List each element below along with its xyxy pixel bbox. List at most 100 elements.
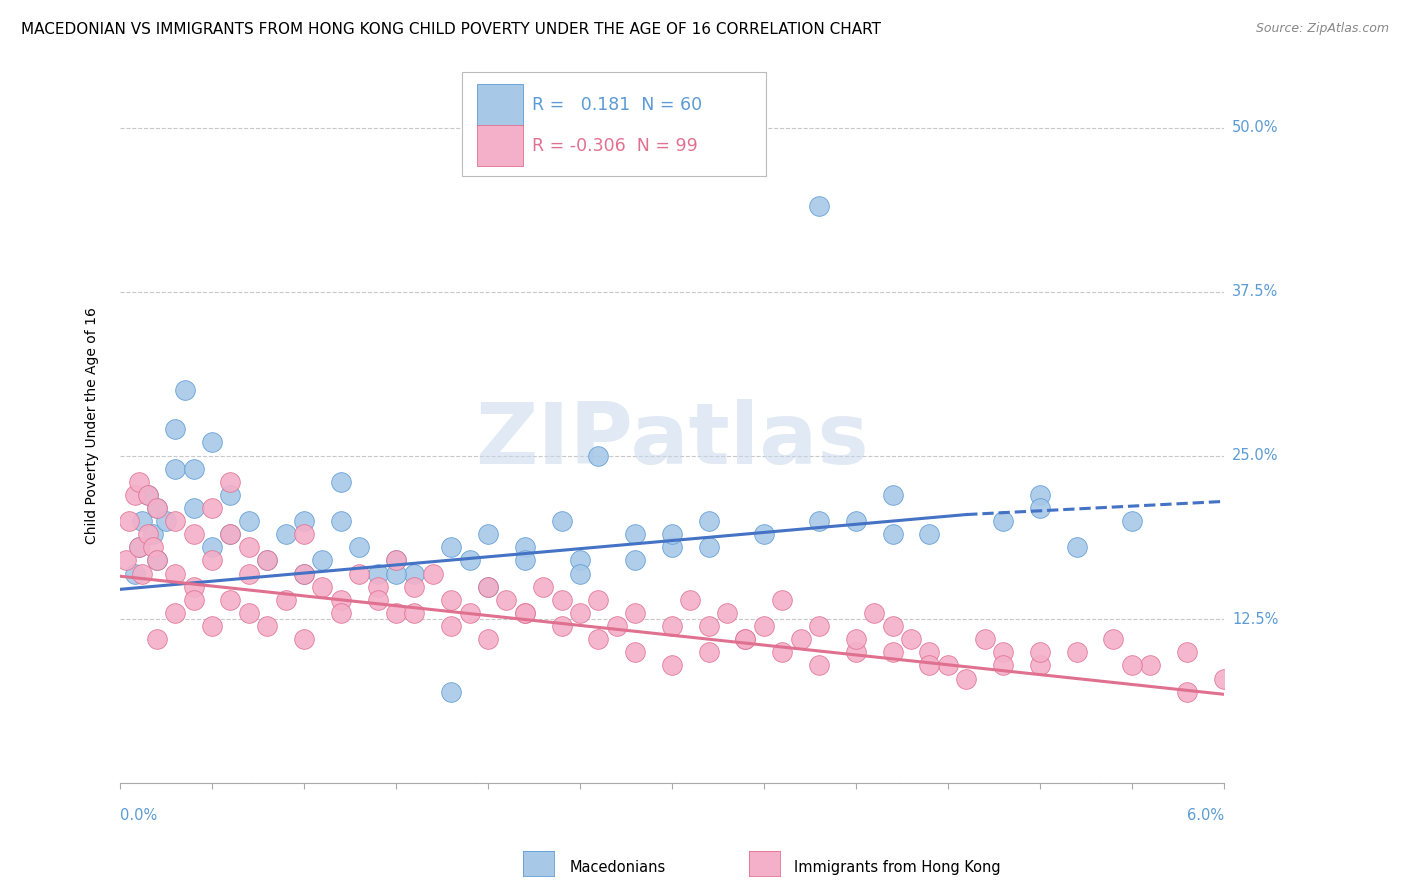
Point	[219, 527, 242, 541]
Point	[845, 514, 868, 528]
Point	[1212, 672, 1234, 686]
Point	[165, 422, 187, 436]
Point	[955, 672, 977, 686]
Point	[808, 514, 831, 528]
FancyBboxPatch shape	[477, 84, 523, 126]
Point	[734, 632, 756, 647]
Point	[1139, 658, 1161, 673]
Point	[201, 541, 224, 555]
Point	[661, 527, 683, 541]
Point	[991, 514, 1014, 528]
Point	[131, 514, 153, 528]
Text: ZIPatlas: ZIPatlas	[475, 399, 869, 482]
Text: Macedonians: Macedonians	[569, 860, 665, 874]
Point	[404, 566, 426, 581]
Point	[404, 580, 426, 594]
Point	[734, 632, 756, 647]
Point	[845, 632, 868, 647]
Point	[183, 592, 205, 607]
Point	[165, 606, 187, 620]
Point	[142, 527, 165, 541]
Point	[1029, 645, 1052, 659]
Point	[165, 514, 187, 528]
FancyBboxPatch shape	[477, 125, 523, 167]
Point	[349, 541, 371, 555]
Point	[165, 461, 187, 475]
Point	[477, 580, 499, 594]
Point	[808, 658, 831, 673]
Point	[1029, 488, 1052, 502]
Point	[624, 527, 647, 541]
Y-axis label: Child Poverty Under the Age of 16: Child Poverty Under the Age of 16	[86, 308, 100, 544]
FancyBboxPatch shape	[463, 72, 766, 176]
Point	[201, 500, 224, 515]
Point	[440, 541, 463, 555]
Text: 6.0%: 6.0%	[1187, 808, 1223, 823]
Point	[936, 658, 959, 673]
Point	[128, 475, 150, 489]
Point	[918, 658, 941, 673]
Point	[863, 606, 886, 620]
Point	[183, 580, 205, 594]
Point	[329, 592, 352, 607]
Point	[882, 645, 904, 659]
Point	[385, 553, 408, 567]
Text: MACEDONIAN VS IMMIGRANTS FROM HONG KONG CHILD POVERTY UNDER THE AGE OF 16 CORREL: MACEDONIAN VS IMMIGRANTS FROM HONG KONG …	[21, 22, 882, 37]
Point	[624, 553, 647, 567]
Point	[422, 566, 444, 581]
Point	[128, 541, 150, 555]
Point	[991, 658, 1014, 673]
Point	[513, 606, 536, 620]
Point	[114, 553, 136, 567]
Point	[1029, 658, 1052, 673]
Point	[808, 199, 831, 213]
Point	[697, 645, 720, 659]
Point	[1066, 645, 1088, 659]
Point	[789, 632, 811, 647]
Point	[256, 619, 278, 633]
Point	[882, 488, 904, 502]
Text: 50.0%: 50.0%	[1232, 120, 1278, 135]
Point	[882, 619, 904, 633]
Point	[292, 632, 315, 647]
Text: R =   0.181  N = 60: R = 0.181 N = 60	[531, 96, 702, 114]
Point	[238, 566, 260, 581]
Point	[882, 527, 904, 541]
Point	[311, 580, 333, 594]
Point	[550, 514, 572, 528]
Point	[274, 592, 297, 607]
Point	[679, 592, 702, 607]
Point	[697, 619, 720, 633]
Point	[219, 527, 242, 541]
Point	[118, 514, 141, 528]
Point	[1121, 658, 1143, 673]
Point	[367, 580, 389, 594]
Point	[385, 553, 408, 567]
Point	[404, 606, 426, 620]
Point	[131, 566, 153, 581]
Point	[770, 645, 793, 659]
Point	[440, 592, 463, 607]
Point	[588, 449, 610, 463]
Point	[292, 527, 315, 541]
Point	[183, 527, 205, 541]
Point	[661, 619, 683, 633]
Point	[568, 566, 591, 581]
Point	[329, 475, 352, 489]
Point	[329, 606, 352, 620]
Point	[568, 553, 591, 567]
Point	[440, 684, 463, 698]
Text: 25.0%: 25.0%	[1232, 448, 1278, 463]
Point	[142, 541, 165, 555]
Point	[495, 592, 517, 607]
Point	[770, 592, 793, 607]
Point	[146, 500, 169, 515]
Point	[568, 606, 591, 620]
Point	[146, 553, 169, 567]
Text: Source: ZipAtlas.com: Source: ZipAtlas.com	[1256, 22, 1389, 36]
Point	[918, 527, 941, 541]
Point	[136, 527, 159, 541]
Text: 12.5%: 12.5%	[1232, 612, 1278, 627]
Point	[146, 500, 169, 515]
Point	[973, 632, 995, 647]
